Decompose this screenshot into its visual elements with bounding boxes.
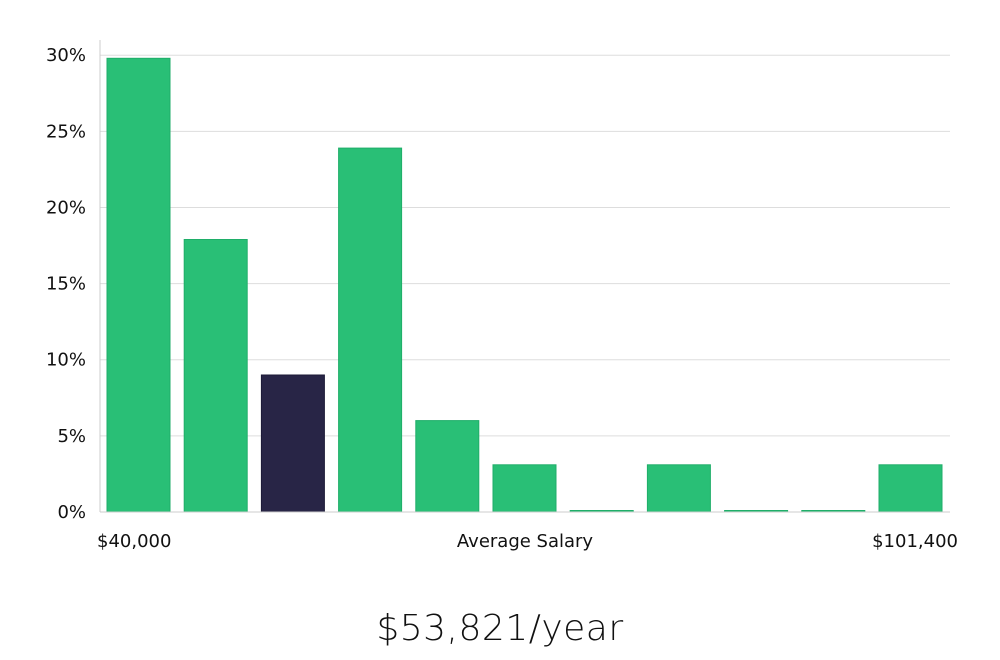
histogram-bar <box>492 464 557 513</box>
histogram-bar <box>878 464 943 513</box>
histogram-bar <box>415 420 480 513</box>
histogram-bar <box>183 239 248 513</box>
histogram-bar <box>106 57 171 513</box>
y-tick-label: 5% <box>57 426 86 447</box>
y-tick-label: 25% <box>46 121 86 142</box>
bars <box>106 57 943 513</box>
y-tick-label: 20% <box>46 197 86 218</box>
histogram-bar-highlighted <box>260 374 325 513</box>
x-axis-min-label: $40,000 <box>97 531 171 552</box>
average-salary-value: $53,821/year <box>376 608 624 649</box>
y-axis-ticks: 0% 5% 10% 15% 20% 25% 30% <box>46 45 86 523</box>
histogram-bar <box>646 464 711 513</box>
histogram-bar <box>338 147 403 513</box>
y-tick-label: 10% <box>46 350 86 371</box>
y-tick-label: 30% <box>46 45 86 66</box>
x-axis-max-label: $101,400 <box>872 531 958 552</box>
y-tick-label: 15% <box>46 274 86 295</box>
salary-histogram: 0% 5% 10% 15% 20% 25% 30% $40,000 Average Sala… <box>46 40 958 552</box>
x-axis-title: Average Salary <box>457 531 594 552</box>
y-tick-label: 0% <box>57 502 86 523</box>
